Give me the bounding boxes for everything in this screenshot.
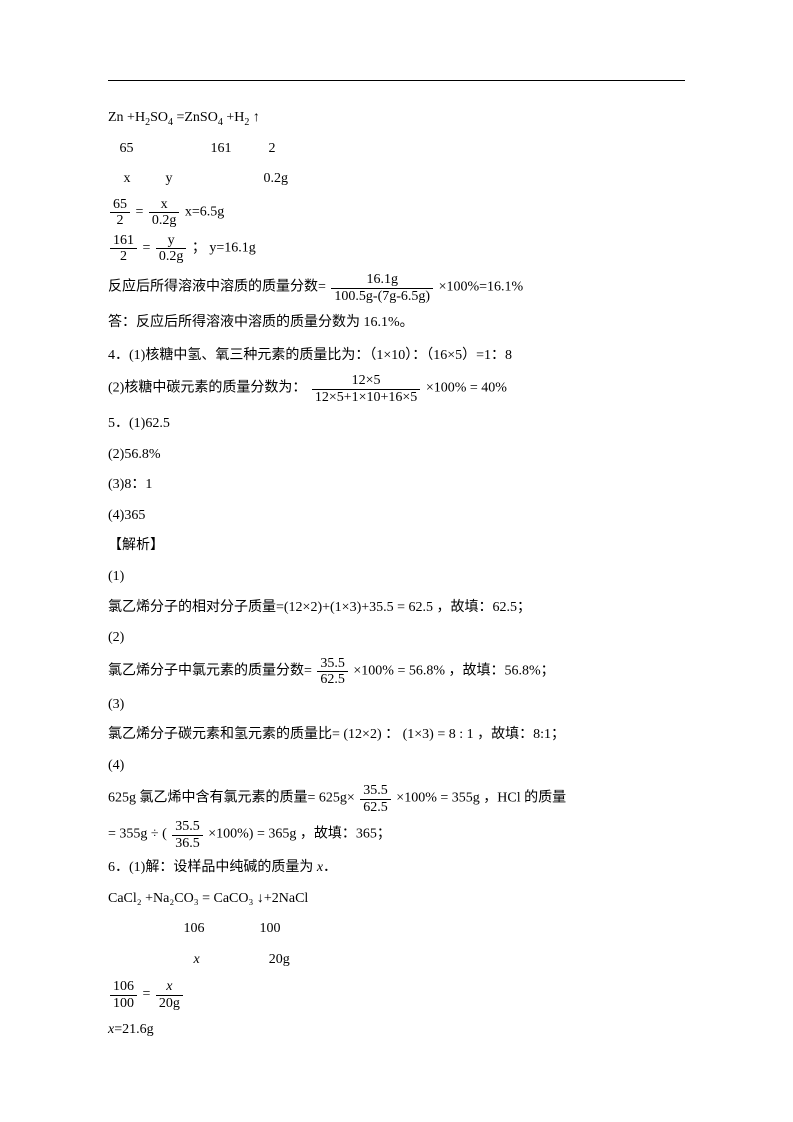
eq-text: Zn +H2SO4 =ZnSO4 +H2 ↑ bbox=[108, 110, 260, 125]
fraction: x 0.2g bbox=[149, 197, 180, 229]
text: = 355g ÷ ( bbox=[108, 827, 167, 842]
q5-3: (3)8：1 bbox=[108, 472, 685, 499]
text: 氯乙烯分子中氯元素的质量分数= bbox=[108, 663, 312, 678]
eq6-row3: x 20g bbox=[108, 947, 685, 974]
fraction: y 0.2g bbox=[156, 233, 187, 265]
fraction: 35.5 62.5 bbox=[360, 783, 391, 815]
part-3-text: 氯乙烯分子碳元素和氢元素的质量比= (12×2) ： (1×3) = 8 : 1… bbox=[108, 722, 685, 749]
q6-head: 6．(1)解：设样品中纯碱的质量为 x． bbox=[108, 855, 685, 882]
text: =21.6g bbox=[114, 1022, 153, 1037]
part-1: (1) bbox=[108, 564, 685, 591]
val: x bbox=[194, 952, 200, 967]
text: ． bbox=[323, 860, 337, 875]
text: 反应后所得溶液中溶质的质量分数= bbox=[108, 280, 326, 295]
fraction: 35.5 36.5 bbox=[172, 819, 203, 851]
var: x bbox=[124, 171, 131, 186]
eq6: CaCl₂ +Na₂CO₃ = CaCO₃ ↓+2NaCl bbox=[108, 886, 685, 913]
q5-head: 5．(1)62.5 bbox=[108, 411, 685, 438]
val: 20g bbox=[269, 952, 290, 967]
fraction: 12×5 12×5+1×10+16×5 bbox=[312, 373, 420, 405]
var: y bbox=[166, 171, 173, 186]
equation-line: Zn +H2SO4 =ZnSO4 +H2 ↑ bbox=[108, 105, 685, 132]
tail: ； y=16.1g bbox=[192, 240, 256, 255]
eq-sign: = bbox=[143, 987, 151, 1002]
val: 106 bbox=[184, 921, 205, 936]
var: 0.2g bbox=[264, 171, 289, 186]
answer-line: 答：反应后所得溶液中溶质的质量分数为 16.1%。 bbox=[108, 310, 685, 337]
var-line: x y 0.2g bbox=[108, 166, 685, 193]
text: (2)核糖中碳元素的质量分数为： bbox=[108, 381, 306, 396]
fraction-line: 161 2 = y 0.2g ； y=16.1g bbox=[108, 233, 685, 265]
tail: x=6.5g bbox=[185, 204, 224, 219]
part-2-text: 氯乙烯分子中氯元素的质量分数= 35.5 62.5 ×100% = 56.8% … bbox=[108, 656, 685, 688]
val: 100 bbox=[260, 921, 281, 936]
part-4-text2: = 355g ÷ ( 35.5 36.5 ×100%) = 365g ，故填：3… bbox=[108, 819, 685, 851]
fraction: x 20g bbox=[156, 979, 183, 1011]
top-rule bbox=[108, 80, 685, 81]
text: 625g 氯乙烯中含有氯元素的质量= 625g× bbox=[108, 791, 355, 806]
text: ×100%) = 365g ，故填：365； bbox=[208, 827, 391, 842]
analysis-heading: 【解析】 bbox=[108, 533, 685, 560]
fraction: 16.1g 100.5g-(7g-6.5g) bbox=[331, 272, 433, 304]
frac6: 106 100 = x 20g bbox=[108, 979, 685, 1011]
solution-line: 反应后所得溶液中溶质的质量分数= 16.1g 100.5g-(7g-6.5g) … bbox=[108, 272, 685, 304]
part-2: (2) bbox=[108, 625, 685, 652]
part-3: (3) bbox=[108, 692, 685, 719]
part-1-text: 氯乙烯分子的相对分子质量=(12×2)+(1×3)+35.5 = 62.5 ，故… bbox=[108, 595, 685, 622]
fraction: 35.5 62.5 bbox=[317, 656, 348, 688]
fraction: 106 100 bbox=[110, 979, 137, 1011]
text: ×100%=16.1% bbox=[439, 280, 524, 295]
coeff: 161 bbox=[211, 141, 232, 156]
coeff: 2 bbox=[269, 141, 276, 156]
document-page: Zn +H2SO4 =ZnSO4 +H2 ↑ 65 161 2 x y 0.2g… bbox=[0, 0, 793, 1122]
fraction: 161 2 bbox=[110, 233, 137, 265]
eq-sign: = bbox=[136, 204, 144, 219]
part-4: (4) bbox=[108, 753, 685, 780]
text: ×100% = 56.8% ，故填：56.8%； bbox=[353, 663, 554, 678]
fraction: 65 2 bbox=[110, 197, 130, 229]
eq6-row2: 106 100 bbox=[108, 916, 685, 943]
text: 6．(1)解：设样品中纯碱的质量为 bbox=[108, 860, 317, 875]
coeff: 65 bbox=[120, 141, 134, 156]
final-answer: x=21.6g bbox=[108, 1017, 685, 1044]
q4-2: (2)核糖中碳元素的质量分数为： 12×5 12×5+1×10+16×5 ×10… bbox=[108, 373, 685, 405]
q5-4: (4)365 bbox=[108, 503, 685, 530]
eq-sign: = bbox=[143, 240, 151, 255]
q5-2: (2)56.8% bbox=[108, 442, 685, 469]
fraction-line: 65 2 = x 0.2g x=6.5g bbox=[108, 197, 685, 229]
text: ×100% = 355g ，HCl 的质量 bbox=[396, 791, 566, 806]
part-4-text: 625g 氯乙烯中含有氯元素的质量= 625g× 35.5 62.5 ×100%… bbox=[108, 783, 685, 815]
coeff-line: 65 161 2 bbox=[108, 136, 685, 163]
text: ×100% = 40% bbox=[426, 381, 507, 396]
q4-1: 4．(1)核糖中氢、氧三种元素的质量比为：（1×10）：（16×5）=1：8 bbox=[108, 343, 685, 370]
